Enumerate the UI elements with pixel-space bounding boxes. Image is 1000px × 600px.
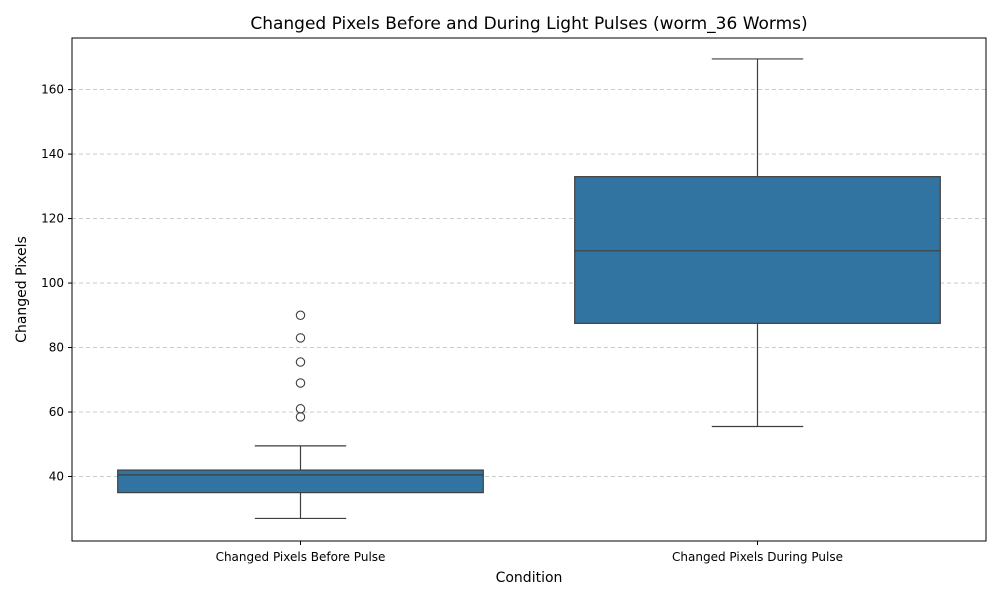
outlier-point (295, 404, 306, 414)
box-group (117, 310, 484, 520)
iqr-box (574, 176, 941, 324)
outlier-point (295, 412, 306, 422)
y-tick-label: 100 (41, 276, 64, 290)
x-axis-title: Condition (496, 570, 563, 586)
y-tick-label: 40 (49, 470, 64, 484)
box-layer (117, 58, 941, 520)
y-tick-label: 160 (41, 83, 64, 97)
grid-layer (72, 89, 986, 477)
x-tick-label: Changed Pixels During Pulse (672, 550, 843, 564)
y-tick-label: 120 (41, 212, 64, 226)
iqr-box (117, 469, 484, 494)
plot-frame (71, 37, 987, 542)
y-tick-label: 140 (41, 147, 64, 161)
outlier-point (295, 333, 306, 343)
outlier-point (295, 378, 306, 388)
y-tick-label: 60 (49, 405, 64, 419)
box-group (574, 58, 941, 428)
outlier-point (295, 310, 306, 321)
chart-title: Changed Pixels Before and During Light P… (250, 14, 807, 34)
y-axis-title: Changed Pixels (14, 236, 30, 343)
y-tick-label: 80 (49, 341, 64, 355)
tick-layer: 40 60 80 100 120 140 160 Changed Pixels Before … (41, 83, 843, 564)
outlier-point (295, 357, 306, 367)
x-tick-label: Changed Pixels Before Pulse (216, 550, 386, 564)
